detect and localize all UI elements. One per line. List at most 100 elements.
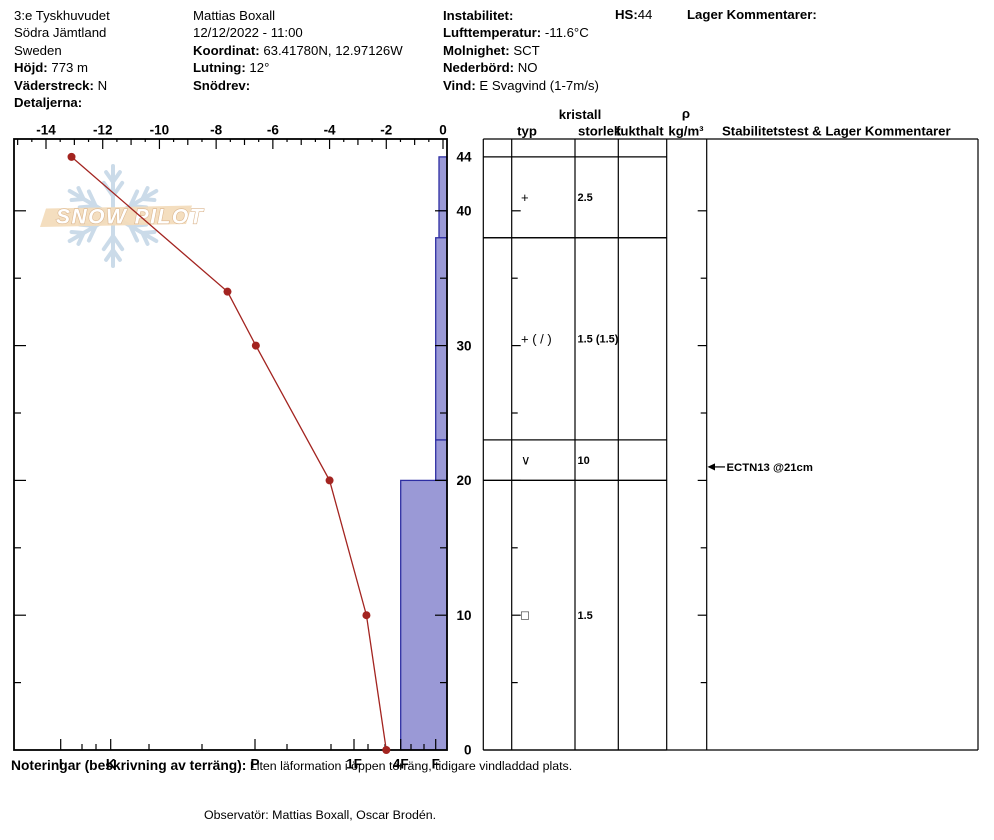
col-header-storlek: storlek [578,124,622,139]
temp-axis-label: -4 [324,123,336,138]
header-line: Detaljerna: [14,94,110,111]
hardness-bar [438,210,448,239]
temperature-point [325,476,334,485]
snow-height-total: HS:44 [615,7,652,22]
header-line: Väderstreck: N [14,77,110,94]
temp-axis-label: -8 [210,123,222,138]
col-header-rho-unit: kg/m³ [668,124,704,139]
header-field-value: -11.6°C [541,25,589,41]
watermark-band [40,205,192,227]
header-field-label: Nederbörd: [443,60,515,76]
height-axis-label: 30 [456,338,471,353]
header-field-value: 3:e Tyskhuvudet [14,8,110,23]
header-line: Höjd: 773 m [14,59,110,76]
snowpilot-watermark: SNOW PILOT [40,164,205,268]
hardness-bar [438,156,448,212]
header-line: Sweden [14,42,110,59]
hardness-axis-label: P [250,757,259,772]
lager-kommentarer-header: Lager Kommentarer: [687,7,817,22]
header-field-label: Lutning: [193,60,246,76]
col-header-typ: typ [517,124,537,139]
header-field-label: Koordinat: [193,42,260,58]
header-line: Instabilitet: [443,7,599,24]
grain-size-value: 2.5 [578,192,593,204]
terrain-notes: Noteringar (beskrivning av terräng): Lit… [11,758,572,773]
header-line: Snödrev: [193,77,403,94]
col-header-kristall: kristall [559,107,602,122]
axis-labels: -14 -12 -10 -8 -6 -4 -2 0 44 40 30 20 10 0 I K P 1F 4F F [36,123,472,772]
header-line: 12/12/2022 - 11:00 [193,24,403,41]
observer-line: Observatör: Mattias Boxall, Oscar Brodén… [204,808,437,822]
height-axis-label: 0 [464,743,472,758]
header-field-label: Höjd: [14,60,48,76]
temp-axis-label: -6 [267,123,279,138]
temp-axis-label: 0 [439,123,447,138]
height-axis-label: 20 [456,473,471,488]
header-location-column: 3:e Tyskhuvudet Södra Jämtland Sweden Höjd:… [14,7,110,111]
temperature-line [71,156,387,751]
header-weather-column: Instabilitet: Lufttemperatur: -11.6°C Moln… [443,7,599,94]
header-line: Vind: E Svagvind (1-7m/s) [443,77,599,94]
hardness-bars [400,156,448,751]
header-line: Nederbörd: NO [443,59,599,76]
noteringar-text: Liten läformation i öppen terräng, tidig… [249,759,573,773]
grain-size-value: 1.5 [578,610,593,622]
snowflake-icon [67,164,159,268]
temperature-point [362,611,371,620]
grain-type-symbol: ∨ [521,453,531,468]
header-line: Södra Jämtland [14,24,110,41]
header-field-value: SCT [509,42,540,58]
header-field-label: Snödrev: [193,77,251,93]
header-field-value: NO [514,60,538,76]
header-field-label: Väderstreck: [14,77,94,93]
left-arrow-icon [707,463,715,471]
temperature-point [382,746,391,754]
temperature-point [251,341,260,350]
col-header-stability: Stabilitetstest & Lager Kommentarer [722,124,951,139]
stability-test-text: ECTN13 @21cm [727,462,813,474]
height-axis-label: 40 [456,204,471,219]
col-header-rho: ρ [682,106,690,121]
temp-axis-label: -14 [36,123,56,138]
height-axis-label: 10 [456,608,471,623]
table-grid [482,138,979,751]
axis-ticks [14,139,447,750]
grain-type-symbol: + ( / ) [521,331,552,346]
grain-type-symbol: + [521,190,529,205]
header-field-value: 12/12/2022 - 11:00 [193,25,303,41]
header-field-value: Sweden [14,42,62,58]
header-field-value: 12° [245,60,270,76]
hardness-bar [435,439,448,482]
header-line: Lutning: 12° [193,59,403,76]
header-field-value: Mattias Boxall [193,8,276,23]
temperature-point [223,287,232,296]
temperature-point [67,152,76,161]
stability-test-annotation: ECTN13 @21cm [707,462,813,474]
hs-value: 44 [637,7,653,22]
temp-axis-label: -12 [93,123,113,138]
header-line: Koordinat: 63.41780N, 12.97126W [193,42,403,59]
grain-type-symbol: □ [521,608,529,623]
header-field-value: Södra Jämtland [14,25,107,41]
header-field-value: 63.41780N, 12.97126W [259,42,403,58]
watermark-text: SNOW PILOT [56,206,205,229]
hardness-axis-label: 4F [393,757,409,772]
hardness-axis-label: F [432,757,440,772]
header-line: Molnighet: SCT [443,42,599,59]
header-field-label: Instabilitet: [443,8,514,23]
grain-size-value: 1.5 (1.5) [578,334,619,346]
header-line: Mattias Boxall [193,7,403,24]
header-line: 3:e Tyskhuvudet [14,7,110,24]
header-observation-column: Mattias Boxall 12/12/2022 - 11:00 Koordina… [193,7,403,94]
temp-axis-label: -2 [380,123,392,138]
noteringar-label: Noteringar (beskrivning av terräng): [11,758,247,773]
hardness-axis-label: I [59,757,63,772]
hardness-axis-label: 1F [346,757,362,772]
header-field-label: Lufttemperatur: [443,25,542,41]
header-field-value: N [93,77,108,93]
header-field-value: 773 m [47,60,89,76]
col-header-fukthalt: fukthalt [616,124,664,139]
temp-axis-label: -10 [150,123,170,138]
